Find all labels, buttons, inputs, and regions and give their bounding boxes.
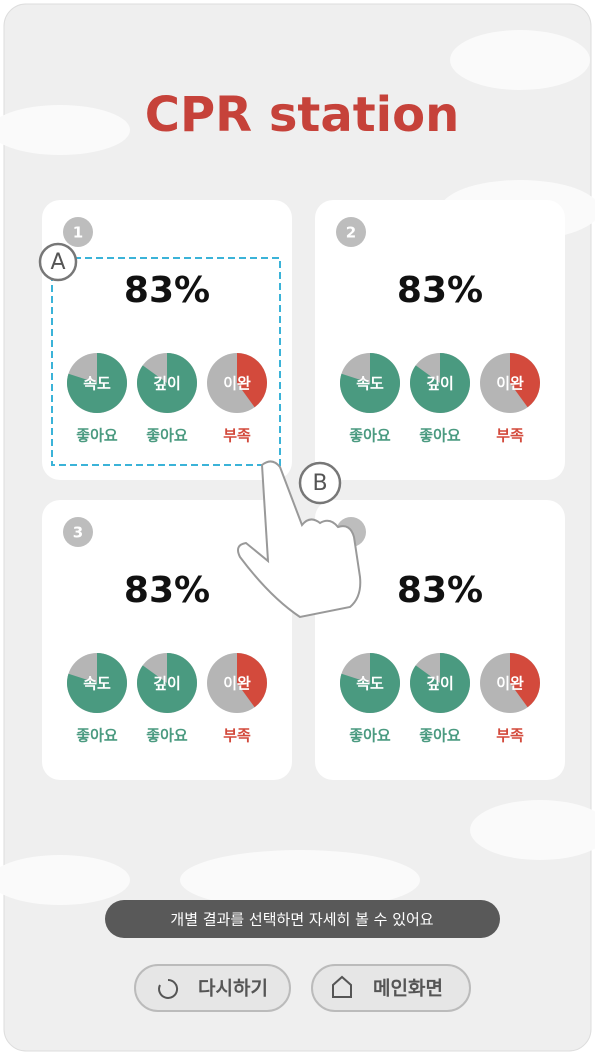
callout-label: A <box>50 250 65 275</box>
metric-label: 속도 <box>83 675 111 693</box>
title: CPR station <box>145 87 460 143</box>
selection-box <box>51 257 281 466</box>
metric-label: 이완 <box>223 675 251 693</box>
gauge-fill <box>510 653 541 708</box>
metric-status: 좋아요 <box>419 727 461 745</box>
score: 83% <box>397 270 483 311</box>
gauge-fill <box>237 653 267 708</box>
metric-status: 좋아요 <box>76 727 118 745</box>
metric-status: 좋아요 <box>146 727 188 745</box>
hand-pointer <box>237 460 362 619</box>
score: 83% <box>124 570 210 611</box>
metric-status: 좋아요 <box>419 427 461 445</box>
hint-pill <box>105 900 500 938</box>
metric-label: 깊이 <box>153 375 181 393</box>
gauge-fill <box>237 353 267 408</box>
metric-label: 깊이 <box>153 675 181 693</box>
card-number: 2 <box>346 224 356 242</box>
card-number: 3 <box>73 524 83 542</box>
callout-badge <box>38 242 78 282</box>
metric-label: 깊이 <box>426 675 454 693</box>
gauge-fill <box>410 353 471 414</box>
button-label[interactable]: 다시하기 <box>198 978 268 1000</box>
metric-status: 부족 <box>496 727 524 745</box>
gauge-fill <box>67 653 128 714</box>
metric-status: 좋아요 <box>349 427 391 445</box>
metric-label: 속도 <box>356 375 384 393</box>
metric-status: 좋아요 <box>146 427 188 445</box>
gauge-fill <box>410 653 470 713</box>
card-number: 1 <box>73 224 83 242</box>
gauge-fill <box>137 353 197 413</box>
metric-status: 좋아요 <box>76 427 118 445</box>
metric-status: 부족 <box>223 727 251 745</box>
metric-label: 속도 <box>356 675 384 693</box>
metric-status: 부족 <box>496 427 524 445</box>
metric-label: 이완 <box>496 375 524 393</box>
metric-label: 속도 <box>83 375 111 393</box>
metric-label: 이완 <box>496 675 524 693</box>
gauge-fill <box>339 653 401 714</box>
metric-status: 부족 <box>223 427 251 445</box>
callout-label: B <box>312 471 327 496</box>
metric-label: 깊이 <box>426 375 454 393</box>
card-badge <box>63 517 93 547</box>
button-label[interactable]: 메인화면 <box>373 978 443 1000</box>
callout-badge <box>298 461 342 505</box>
retry-button[interactable]: 다시하기 <box>134 964 291 1012</box>
hint-text: 개별 결과를 선택하면 자세히 볼 수 있어요 <box>170 911 433 929</box>
metric-label: 이완 <box>223 375 251 393</box>
gauge-fill <box>67 353 128 413</box>
metric-status: 좋아요 <box>349 727 391 745</box>
clouds <box>0 30 595 910</box>
gauge-fill <box>510 353 541 408</box>
card-badge <box>336 217 366 247</box>
card-badge <box>63 217 93 247</box>
gauge-fill <box>137 653 197 713</box>
score: 83% <box>397 570 483 611</box>
score: 83% <box>124 270 210 311</box>
home-button[interactable]: 메인화면 <box>311 964 471 1012</box>
gauge-fill <box>339 353 401 414</box>
